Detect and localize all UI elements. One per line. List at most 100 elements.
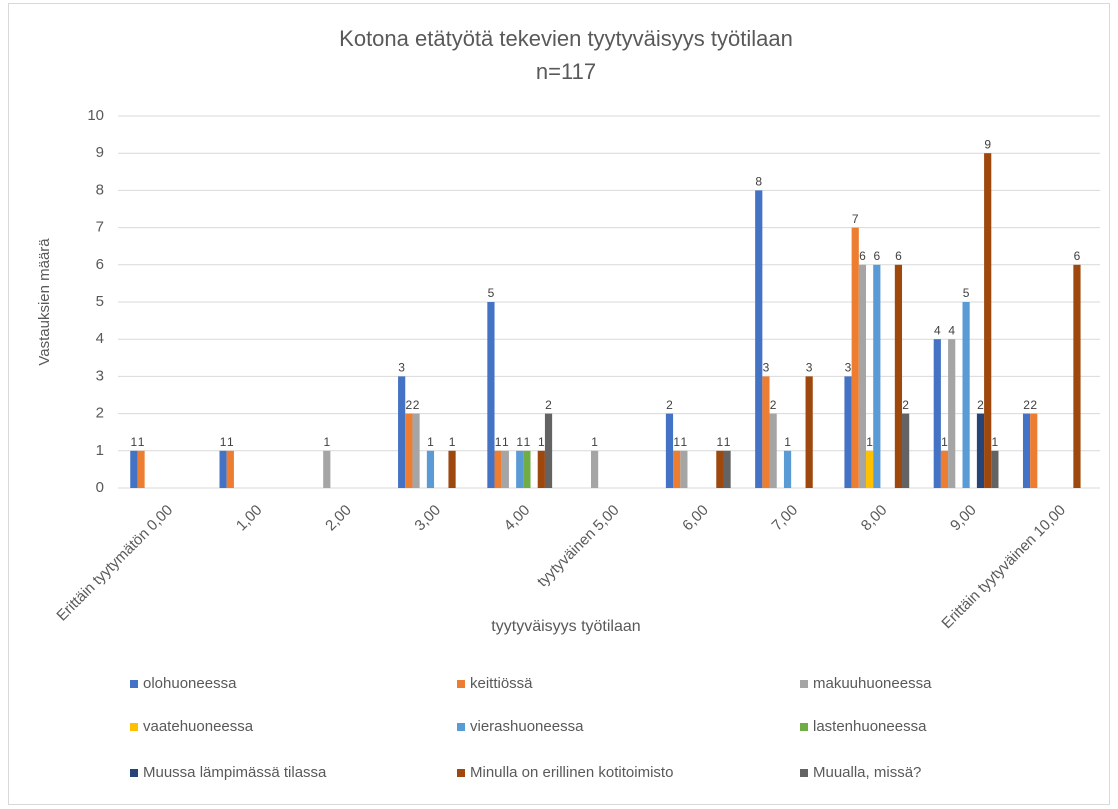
value-label: 1 bbox=[591, 435, 598, 449]
bar bbox=[976, 413, 985, 488]
value-label: 1 bbox=[784, 435, 791, 449]
bar bbox=[948, 339, 956, 488]
value-label: 1 bbox=[449, 435, 456, 449]
y-tick-label: 4 bbox=[96, 330, 104, 347]
value-label: 1 bbox=[427, 435, 434, 449]
value-label: 2 bbox=[413, 398, 420, 412]
bar bbox=[851, 227, 859, 488]
value-label: 1 bbox=[673, 435, 680, 449]
value-label: 2 bbox=[1030, 398, 1037, 412]
value-label: 1 bbox=[941, 435, 948, 449]
legend-label: keittiössä bbox=[470, 675, 533, 692]
value-label: 6 bbox=[873, 249, 880, 263]
y-tick-label: 8 bbox=[96, 181, 104, 198]
legend-swatch bbox=[130, 680, 138, 688]
bar bbox=[537, 450, 545, 488]
bar bbox=[902, 413, 910, 488]
bar bbox=[137, 450, 145, 488]
value-label: 4 bbox=[948, 323, 955, 337]
bar bbox=[665, 413, 674, 488]
legend-label: lastenhuoneessa bbox=[813, 718, 927, 735]
y-tick-label: 10 bbox=[87, 107, 104, 124]
y-axis-title: Vastauksien määrä bbox=[36, 238, 53, 366]
bar bbox=[962, 302, 970, 488]
legend-label: makuuhuoneessa bbox=[813, 675, 932, 692]
chart-title: Kotona etätyötä tekevien tyytyväisyys ty… bbox=[339, 26, 793, 51]
bar bbox=[991, 450, 999, 488]
value-label: 1 bbox=[992, 435, 999, 449]
value-label: 2 bbox=[770, 398, 777, 412]
bar bbox=[523, 450, 531, 488]
y-tick-label: 1 bbox=[96, 442, 104, 459]
value-label: 3 bbox=[845, 361, 852, 375]
legend-swatch bbox=[130, 769, 138, 777]
bar bbox=[769, 413, 777, 488]
value-label: 2 bbox=[666, 398, 673, 412]
bar bbox=[933, 339, 941, 488]
value-label: 1 bbox=[323, 435, 330, 449]
bar bbox=[226, 450, 234, 488]
bar bbox=[516, 450, 524, 488]
value-label: 1 bbox=[717, 435, 724, 449]
value-label: 1 bbox=[227, 435, 234, 449]
bar bbox=[1030, 413, 1038, 488]
legend-swatch bbox=[457, 723, 465, 731]
x-axis-title: tyytyväisyys työtilaan bbox=[491, 618, 640, 635]
bar bbox=[544, 413, 553, 488]
value-label: 3 bbox=[806, 361, 813, 375]
value-label: 1 bbox=[220, 435, 227, 449]
bar bbox=[680, 450, 688, 488]
value-label: 2 bbox=[545, 398, 552, 412]
y-tick-label: 5 bbox=[96, 293, 104, 310]
legend-label: vierashuoneessa bbox=[470, 718, 584, 735]
legend-swatch bbox=[457, 680, 465, 688]
bar bbox=[762, 376, 770, 488]
chart-subtitle: n=117 bbox=[536, 59, 596, 84]
value-label: 1 bbox=[681, 435, 688, 449]
bar bbox=[412, 413, 420, 488]
legend-label: olohuoneessa bbox=[143, 675, 237, 692]
value-label: 2 bbox=[977, 398, 984, 412]
legend-swatch bbox=[130, 723, 138, 731]
value-label: 5 bbox=[488, 286, 495, 300]
bar bbox=[755, 190, 763, 488]
bar bbox=[487, 302, 495, 488]
value-label: 3 bbox=[398, 361, 405, 375]
legend-label: Muualla, missä? bbox=[813, 764, 921, 781]
legend-label: Minulla on erillinen kotitoimisto bbox=[470, 764, 673, 781]
bar bbox=[783, 450, 792, 488]
value-label: 6 bbox=[1074, 249, 1081, 263]
bar bbox=[1022, 413, 1031, 488]
value-label: 2 bbox=[406, 398, 413, 412]
bar bbox=[894, 264, 903, 488]
bar bbox=[398, 376, 406, 488]
legend-label: Muussa lämpimässä tilassa bbox=[143, 764, 327, 781]
value-label: 9 bbox=[984, 137, 991, 151]
value-label: 1 bbox=[516, 435, 523, 449]
bar bbox=[858, 264, 867, 488]
y-tick-label: 6 bbox=[96, 256, 104, 273]
value-label: 7 bbox=[852, 212, 859, 226]
value-label: 1 bbox=[866, 435, 873, 449]
bar bbox=[426, 450, 435, 488]
value-label: 2 bbox=[1023, 398, 1030, 412]
bar bbox=[405, 413, 413, 488]
value-label: 6 bbox=[895, 249, 902, 263]
value-label: 1 bbox=[130, 435, 137, 449]
bar bbox=[866, 450, 874, 488]
bar bbox=[219, 450, 227, 488]
value-label: 8 bbox=[755, 175, 762, 189]
y-tick-label: 9 bbox=[96, 144, 104, 161]
legend-swatch bbox=[800, 769, 808, 777]
bar bbox=[130, 450, 138, 488]
bar bbox=[873, 264, 881, 488]
value-label: 1 bbox=[538, 435, 545, 449]
bar bbox=[501, 450, 509, 488]
bar bbox=[844, 376, 852, 488]
y-tick-label: 3 bbox=[96, 367, 104, 384]
value-label: 2 bbox=[902, 398, 909, 412]
value-label: 6 bbox=[859, 249, 866, 263]
value-label: 1 bbox=[724, 435, 731, 449]
bar bbox=[984, 153, 992, 488]
